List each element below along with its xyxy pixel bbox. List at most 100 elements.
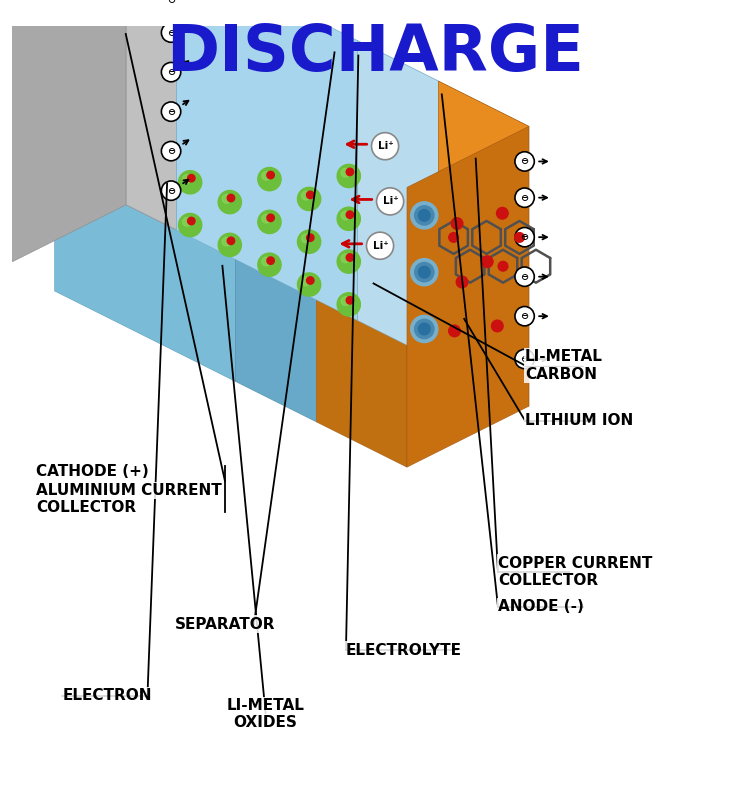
Text: COLLECTOR: COLLECTOR — [36, 501, 136, 515]
Polygon shape — [236, 40, 438, 142]
Circle shape — [161, 102, 181, 122]
Circle shape — [178, 171, 202, 194]
Text: DISCHARGE: DISCHARGE — [166, 22, 584, 83]
Circle shape — [411, 202, 438, 229]
Polygon shape — [4, 0, 176, 11]
Circle shape — [346, 211, 354, 219]
Circle shape — [411, 258, 438, 286]
Circle shape — [302, 234, 310, 243]
Circle shape — [419, 266, 430, 278]
Text: LITHIUM ION: LITHIUM ION — [525, 413, 633, 428]
Circle shape — [262, 172, 271, 181]
Circle shape — [218, 190, 242, 214]
Circle shape — [302, 277, 310, 286]
Text: ANODE (-): ANODE (-) — [498, 599, 584, 614]
Text: ⊖: ⊖ — [167, 146, 176, 156]
Text: ELECTRON: ELECTRON — [62, 688, 152, 703]
Text: ELECTROLYTE: ELECTROLYTE — [346, 642, 462, 658]
Circle shape — [482, 256, 493, 267]
Text: LI-METAL: LI-METAL — [226, 698, 304, 713]
Circle shape — [341, 296, 350, 305]
Circle shape — [258, 253, 281, 276]
Circle shape — [161, 62, 181, 82]
Text: SEPARATOR: SEPARATOR — [175, 616, 275, 632]
Circle shape — [415, 319, 434, 339]
Circle shape — [514, 232, 524, 242]
Circle shape — [346, 296, 354, 304]
Text: COPPER CURRENT: COPPER CURRENT — [498, 556, 652, 570]
Circle shape — [218, 233, 242, 257]
Circle shape — [222, 237, 231, 246]
Circle shape — [267, 214, 274, 222]
Circle shape — [371, 133, 399, 160]
Text: ⊖: ⊖ — [520, 271, 529, 282]
Text: ⊖: ⊖ — [167, 0, 176, 5]
Circle shape — [161, 181, 181, 200]
Circle shape — [298, 273, 321, 296]
Circle shape — [415, 206, 434, 225]
Circle shape — [346, 168, 354, 176]
Circle shape — [307, 277, 314, 284]
Circle shape — [419, 323, 430, 335]
Circle shape — [227, 194, 235, 202]
Polygon shape — [176, 0, 358, 321]
Circle shape — [188, 217, 195, 224]
Circle shape — [515, 188, 534, 207]
Circle shape — [182, 217, 191, 226]
Text: ⊖: ⊖ — [520, 354, 529, 364]
Circle shape — [222, 194, 231, 203]
Polygon shape — [236, 102, 316, 422]
Circle shape — [258, 168, 281, 190]
Text: OXIDES: OXIDES — [234, 715, 298, 731]
Polygon shape — [55, 0, 358, 102]
Text: COLLECTOR: COLLECTOR — [498, 573, 598, 588]
Circle shape — [456, 276, 468, 288]
Circle shape — [491, 320, 503, 332]
Circle shape — [496, 207, 508, 219]
Polygon shape — [407, 126, 529, 467]
Circle shape — [182, 175, 191, 183]
Circle shape — [302, 191, 310, 200]
Polygon shape — [316, 142, 407, 467]
Text: Li⁺: Li⁺ — [374, 241, 389, 251]
Circle shape — [227, 237, 235, 245]
Circle shape — [178, 214, 202, 237]
Text: Li⁺: Li⁺ — [383, 196, 399, 207]
Text: ⊖: ⊖ — [167, 107, 176, 117]
Circle shape — [367, 232, 394, 259]
Circle shape — [298, 187, 321, 211]
Text: ⊖: ⊖ — [520, 311, 529, 322]
Circle shape — [448, 232, 458, 242]
Circle shape — [307, 234, 314, 241]
Text: CARBON: CARBON — [525, 367, 597, 382]
Polygon shape — [55, 11, 236, 382]
Circle shape — [307, 191, 314, 198]
Circle shape — [338, 292, 361, 316]
Text: ⊖: ⊖ — [520, 193, 529, 202]
Text: ⊖: ⊖ — [167, 185, 176, 196]
Circle shape — [515, 349, 534, 369]
Circle shape — [262, 257, 271, 266]
Text: ⊖: ⊖ — [167, 28, 176, 37]
Circle shape — [452, 218, 463, 229]
Circle shape — [161, 142, 181, 161]
Circle shape — [341, 168, 350, 177]
Circle shape — [376, 188, 404, 215]
Text: ⊖: ⊖ — [520, 232, 529, 242]
Circle shape — [346, 254, 354, 262]
Circle shape — [188, 174, 195, 182]
Circle shape — [411, 315, 438, 343]
Circle shape — [262, 215, 271, 223]
Text: ⊖: ⊖ — [167, 67, 176, 77]
Circle shape — [338, 250, 361, 273]
Circle shape — [419, 210, 430, 221]
Circle shape — [338, 164, 361, 188]
Circle shape — [498, 262, 508, 271]
Polygon shape — [358, 40, 438, 361]
Circle shape — [515, 267, 534, 287]
Circle shape — [448, 325, 460, 337]
Polygon shape — [438, 81, 529, 406]
Circle shape — [341, 211, 350, 220]
Polygon shape — [126, 0, 176, 230]
Circle shape — [258, 211, 281, 233]
